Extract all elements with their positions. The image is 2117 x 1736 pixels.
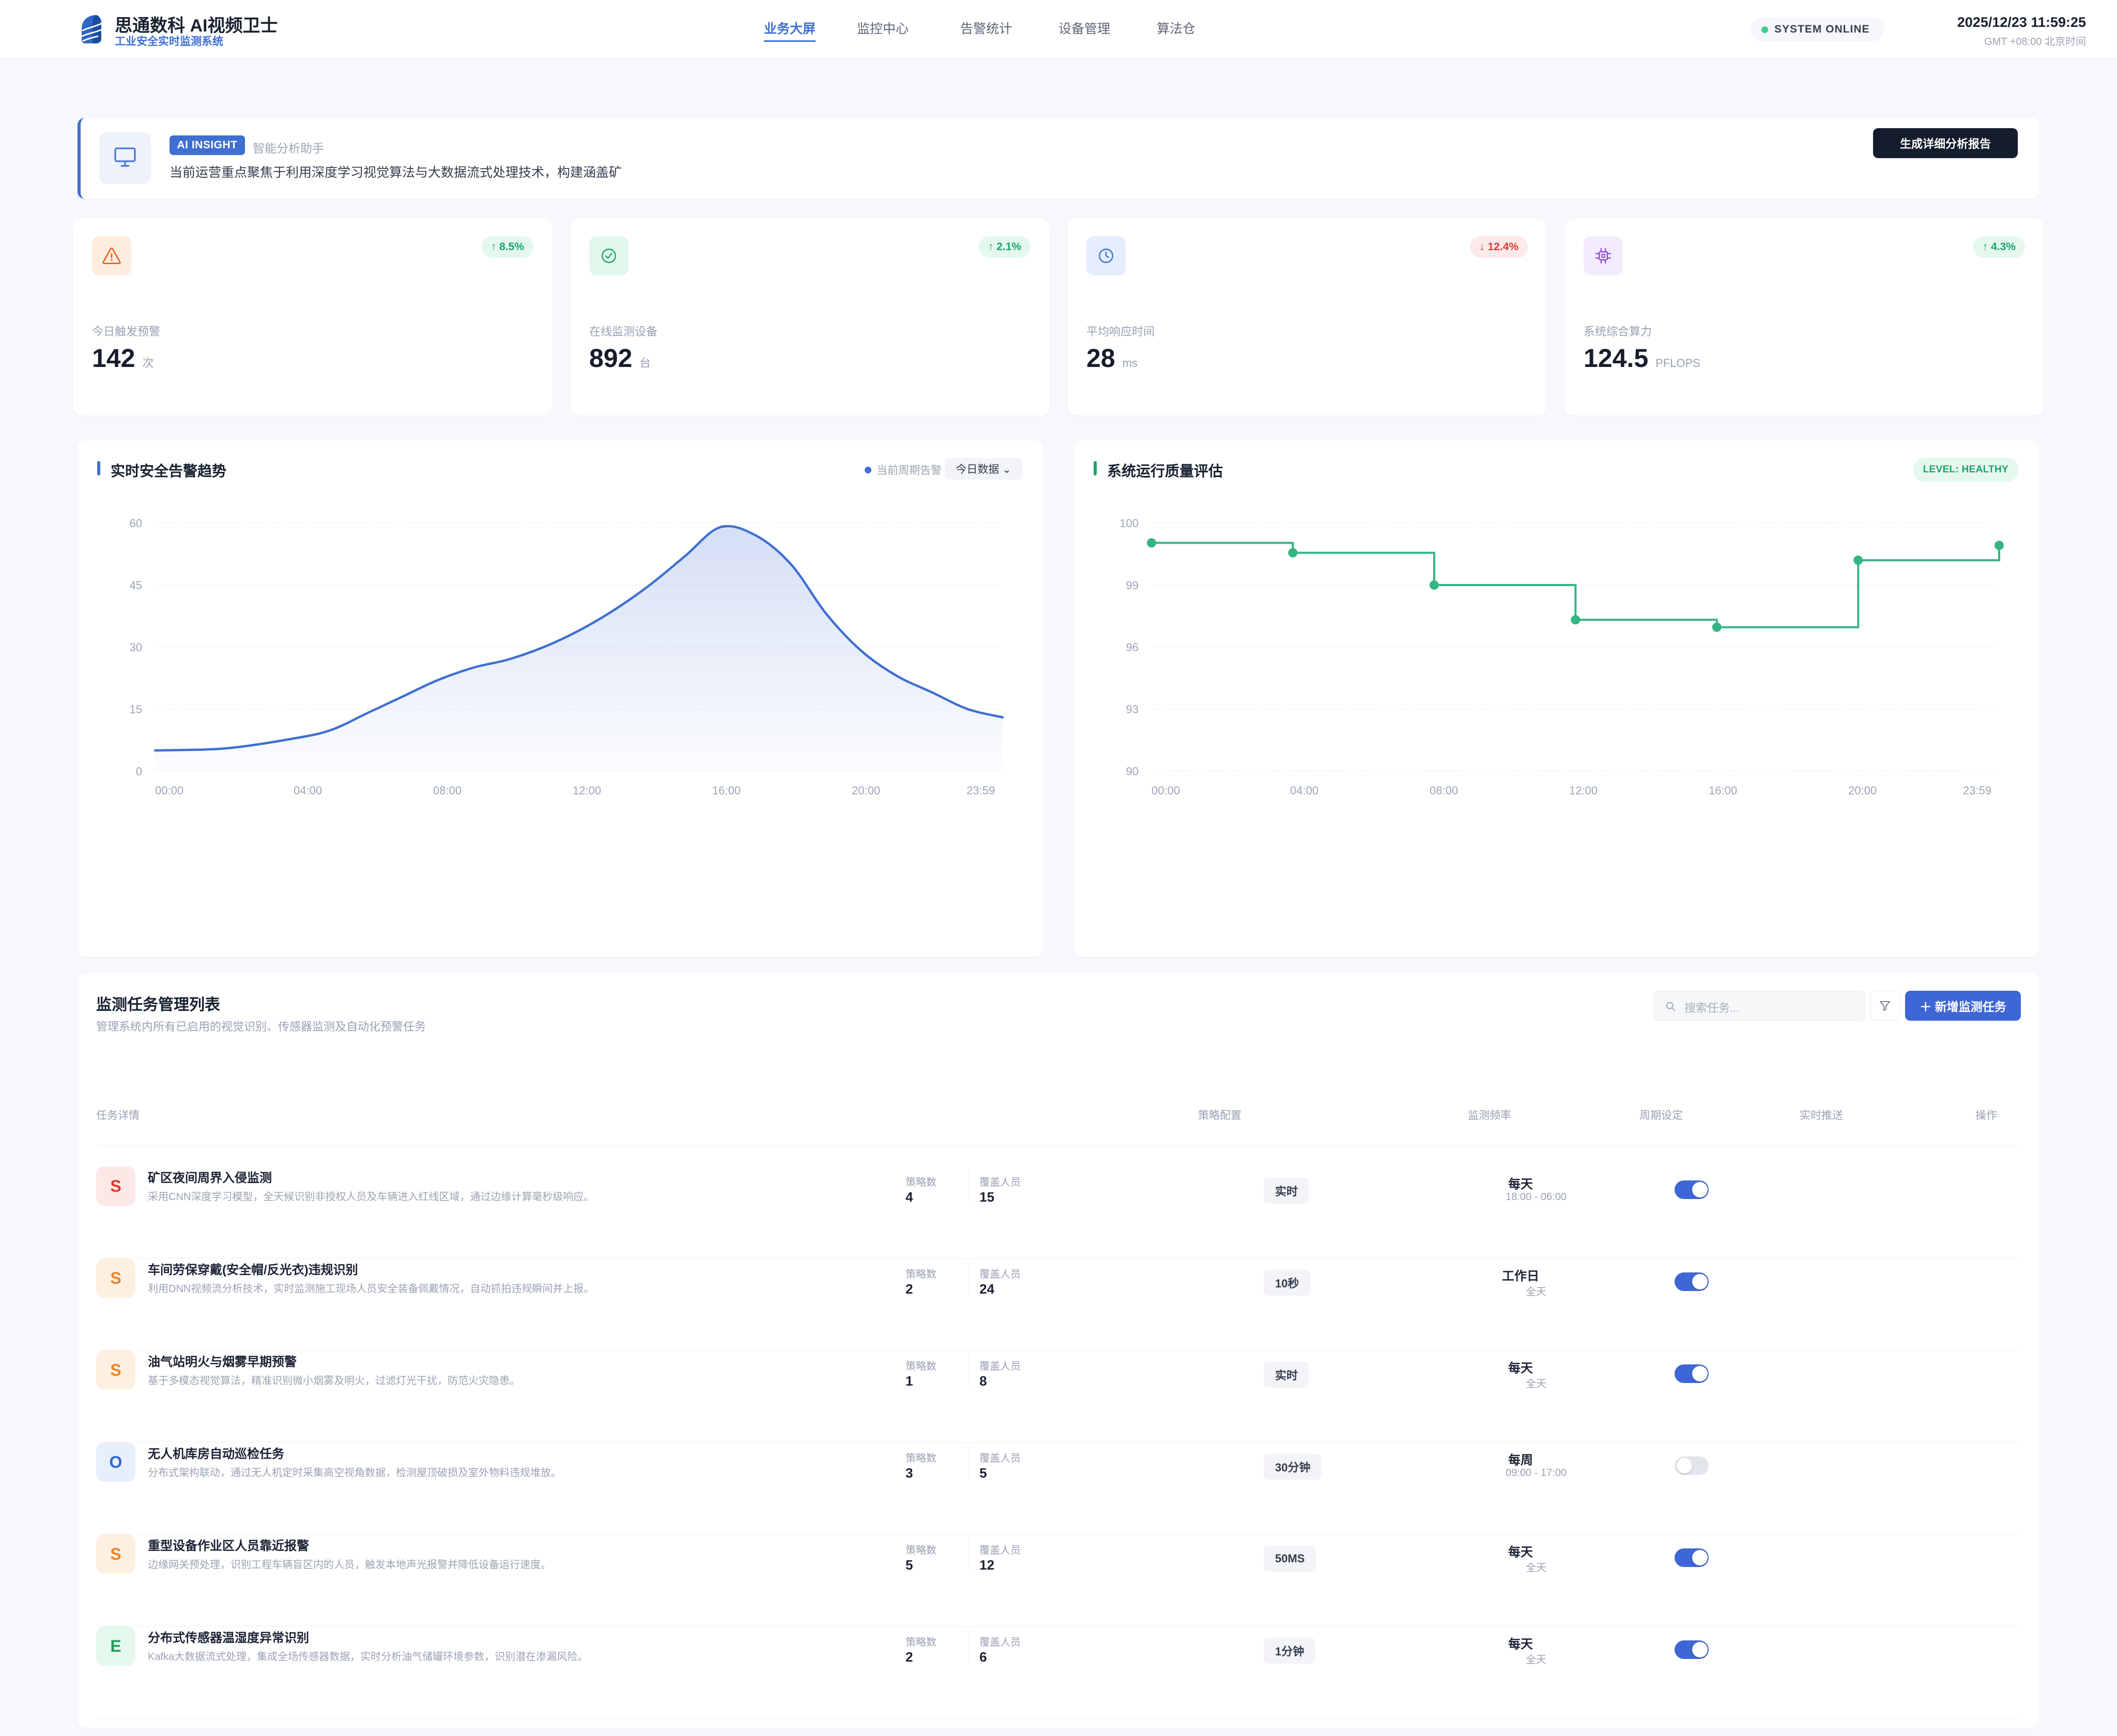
svg-text:15: 15 <box>130 703 142 716</box>
svg-text:16:00: 16:00 <box>1709 784 1737 797</box>
svg-text:90: 90 <box>1126 765 1139 778</box>
svg-text:99: 99 <box>1126 579 1139 592</box>
svg-text:04:00: 04:00 <box>294 784 322 797</box>
svg-text:20:00: 20:00 <box>852 784 880 797</box>
svg-text:16:00: 16:00 <box>712 784 741 797</box>
svg-text:20:00: 20:00 <box>1848 784 1877 797</box>
svg-text:08:00: 08:00 <box>433 784 462 797</box>
svg-text:00:00: 00:00 <box>155 784 183 797</box>
svg-text:60: 60 <box>130 517 142 530</box>
svg-text:23:59: 23:59 <box>967 784 995 797</box>
svg-text:12:00: 12:00 <box>1569 784 1598 797</box>
svg-text:45: 45 <box>130 579 142 592</box>
svg-text:0: 0 <box>136 765 142 778</box>
svg-text:93: 93 <box>1126 703 1139 716</box>
svg-text:30: 30 <box>130 641 142 654</box>
svg-text:12:00: 12:00 <box>573 784 601 797</box>
svg-text:04:00: 04:00 <box>1290 784 1318 797</box>
svg-text:100: 100 <box>1119 517 1139 530</box>
svg-text:08:00: 08:00 <box>1430 784 1458 797</box>
svg-text:96: 96 <box>1126 641 1139 654</box>
svg-text:23:59: 23:59 <box>1963 784 1991 797</box>
svg-text:00:00: 00:00 <box>1152 784 1180 797</box>
